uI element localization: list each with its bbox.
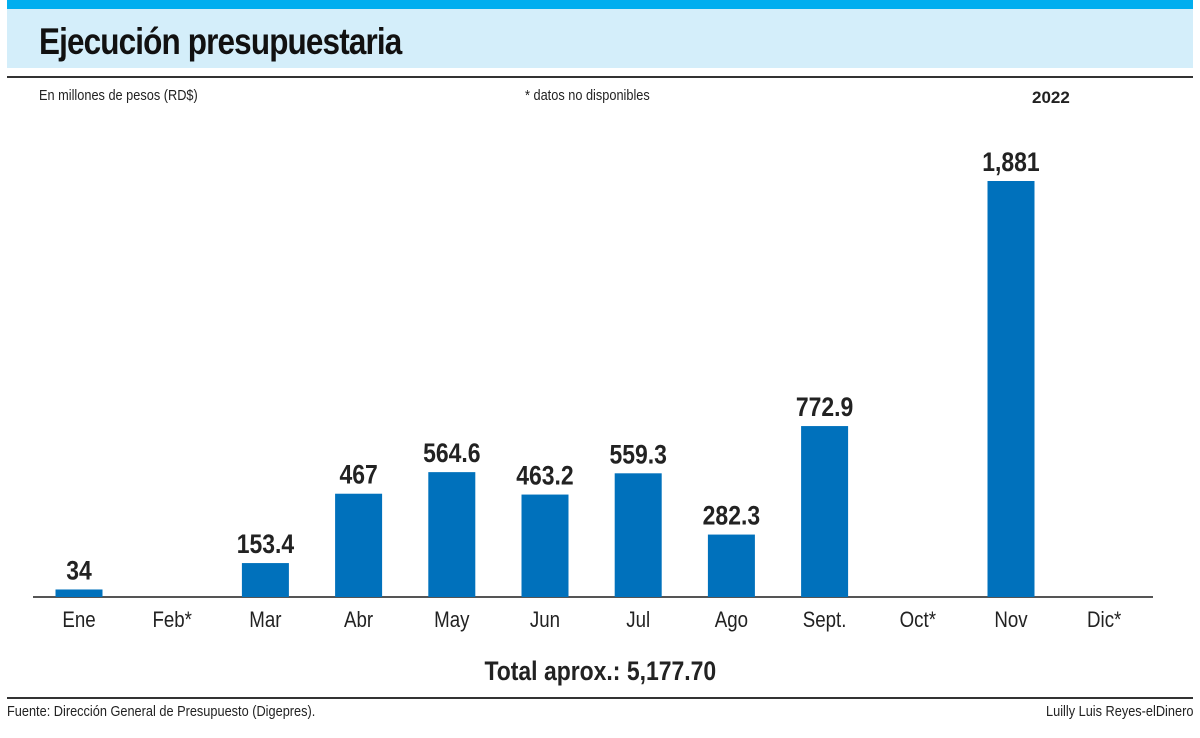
bar-may xyxy=(428,472,476,597)
bar-ago xyxy=(707,534,755,597)
data-label: 772.9 xyxy=(796,392,853,422)
x-tick-label: Ago xyxy=(715,609,748,633)
credit-note: Luilly Luis Reyes-elDinero xyxy=(1045,703,1193,720)
x-tick-label: Abr xyxy=(344,609,373,633)
data-label: 34 xyxy=(66,556,92,586)
data-label: 467 xyxy=(339,460,377,490)
x-tick-label: Nov xyxy=(994,609,1028,633)
data-label: 463.2 xyxy=(516,461,573,491)
year-label: 2022 xyxy=(1032,88,1070,107)
bar-mar xyxy=(241,563,289,597)
bar-nov xyxy=(987,181,1035,597)
x-tick-label: Jun xyxy=(530,609,560,633)
x-tick-label: May xyxy=(434,609,470,633)
x-tick-label: Jul xyxy=(626,609,650,633)
header-band: Ejecución presupuestaria xyxy=(7,9,1193,68)
top-accent-stripe xyxy=(7,0,1193,9)
total-label: Total aprox.: 5,177.70 xyxy=(0,656,1200,687)
bar-jul xyxy=(614,473,662,597)
data-label: 153.4 xyxy=(237,529,294,559)
unit-note: En millones de pesos (RD$) xyxy=(39,87,198,104)
x-tick-label: Feb* xyxy=(152,609,192,633)
chart-title: Ejecución presupuestaria xyxy=(39,21,402,62)
bar-sept xyxy=(801,426,849,597)
data-label: 282.3 xyxy=(703,501,760,531)
bar-abr xyxy=(335,493,383,597)
data-label: 564.6 xyxy=(423,438,480,468)
bar-ene xyxy=(55,589,103,597)
total-text: Total aprox.: 5,177.70 xyxy=(484,656,716,686)
data-label: 559.3 xyxy=(609,440,666,470)
header-rule xyxy=(7,76,1193,78)
footer-rule xyxy=(7,697,1193,699)
availability-note: * datos no disponibles xyxy=(525,87,650,104)
x-tick-label: Dic* xyxy=(1087,609,1121,633)
x-tick-label: Ene xyxy=(62,609,95,633)
bar-jun xyxy=(521,494,569,597)
x-tick-label: Mar xyxy=(249,609,281,633)
x-tick-label: Oct* xyxy=(900,609,936,633)
x-tick-label: Sept. xyxy=(803,609,847,633)
source-note: Fuente: Dirección General de Presupuesto… xyxy=(7,703,316,720)
data-label: 1,881 xyxy=(982,147,1039,177)
